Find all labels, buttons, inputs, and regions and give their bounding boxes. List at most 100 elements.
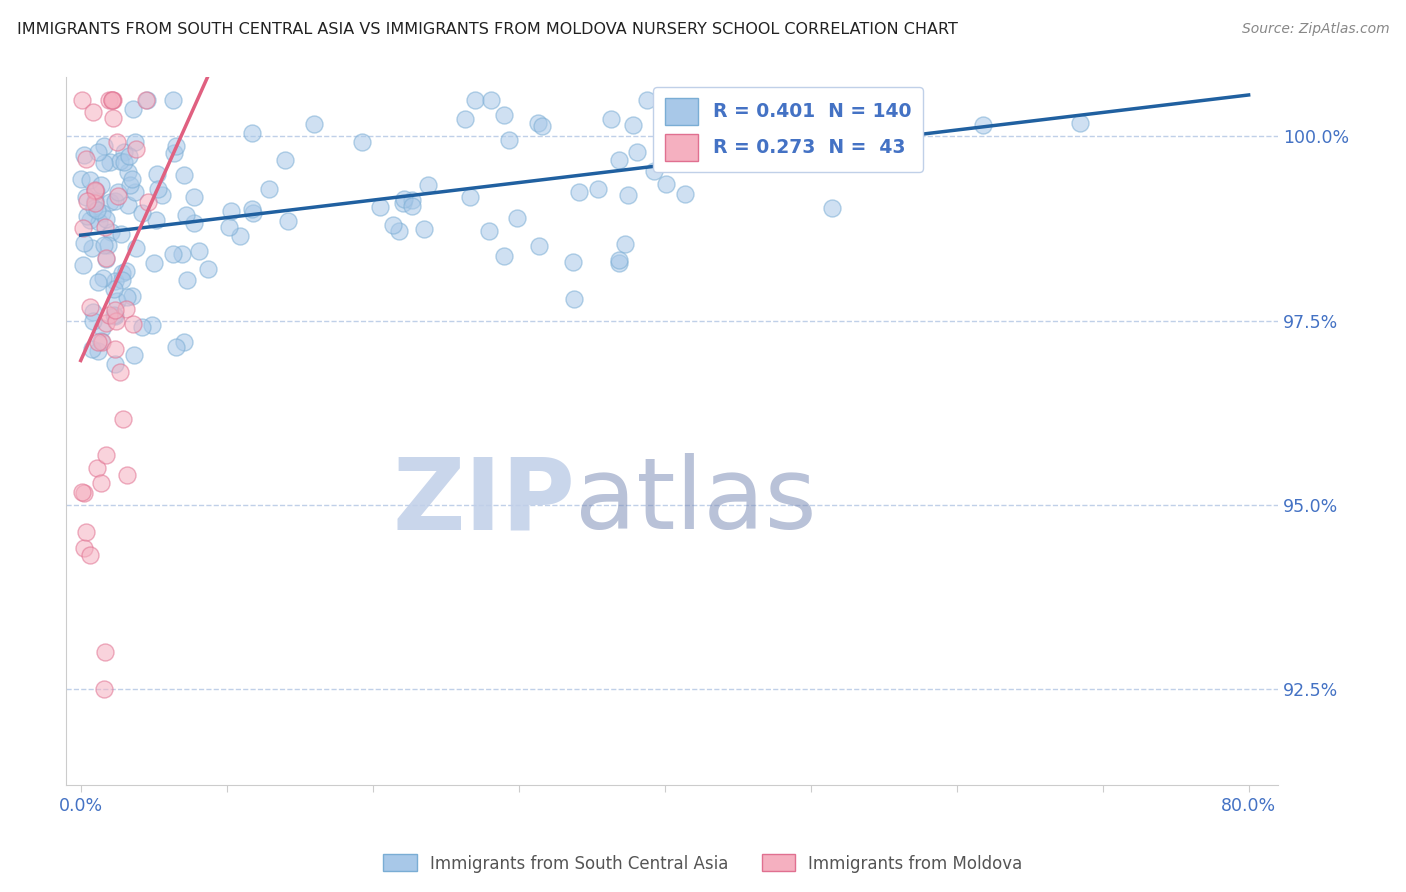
Point: [145, 213, 167, 227]
Point: [561, 255, 583, 269]
Point: [84, 194, 107, 208]
Point: [86, 184, 108, 198]
Point: [368, 200, 391, 214]
Point: [73, 541, 96, 556]
Point: [586, 182, 609, 196]
Point: [162, 247, 184, 261]
Point: [105, 294, 128, 309]
Point: [131, 320, 153, 334]
Point: [79, 173, 101, 187]
Point: [711, 120, 734, 135]
Point: [112, 145, 135, 159]
Point: [86, 202, 108, 217]
Point: [124, 142, 146, 156]
Point: [562, 293, 585, 307]
Point: [114, 301, 136, 316]
Point: [498, 133, 520, 147]
Point: [117, 165, 139, 179]
Point: [401, 193, 423, 207]
Point: [673, 186, 696, 201]
Point: [79, 213, 101, 227]
Point: [124, 135, 146, 149]
Point: [101, 111, 124, 125]
Point: [124, 185, 146, 199]
Point: [91, 270, 114, 285]
Point: [176, 273, 198, 287]
Point: [98, 93, 121, 107]
Point: [70, 93, 93, 107]
Point: [97, 308, 120, 322]
Point: [617, 188, 640, 202]
Point: [107, 186, 129, 200]
Point: [100, 225, 122, 239]
Point: [70, 172, 93, 186]
Point: [242, 126, 264, 140]
Point: [492, 249, 515, 263]
Point: [94, 219, 117, 234]
Point: [527, 116, 550, 130]
Point: [93, 237, 115, 252]
Point: [101, 93, 124, 107]
Point: [122, 348, 145, 362]
Point: [173, 168, 195, 182]
Point: [96, 316, 118, 330]
Point: [118, 149, 141, 163]
Point: [93, 155, 115, 169]
Point: [464, 93, 486, 107]
Legend: Immigrants from South Central Asia, Immigrants from Moldova: Immigrants from South Central Asia, Immi…: [377, 847, 1029, 880]
Point: [121, 289, 143, 303]
Point: [72, 221, 94, 235]
Point: [90, 475, 112, 490]
Point: [392, 192, 415, 206]
Point: [131, 206, 153, 220]
Point: [73, 148, 96, 162]
Point: [678, 121, 700, 136]
Point: [75, 189, 97, 203]
Point: [94, 448, 117, 462]
Point: [75, 152, 97, 166]
Point: [506, 211, 529, 225]
Point: [643, 163, 665, 178]
Point: [219, 203, 242, 218]
Point: [115, 289, 138, 303]
Point: [117, 468, 139, 483]
Text: IMMIGRANTS FROM SOUTH CENTRAL ASIA VS IMMIGRANTS FROM MOLDOVA NURSERY SCHOOL COR: IMMIGRANTS FROM SOUTH CENTRAL ASIA VS IM…: [17, 22, 957, 37]
Point: [94, 645, 117, 659]
Point: [626, 145, 648, 160]
Point: [121, 172, 143, 186]
Point: [972, 118, 994, 132]
Point: [277, 214, 299, 228]
Point: [302, 117, 325, 131]
Text: Source: ZipAtlas.com: Source: ZipAtlas.com: [1241, 22, 1389, 37]
Point: [104, 342, 127, 356]
Point: [138, 194, 160, 209]
Point: [197, 262, 219, 277]
Point: [94, 251, 117, 265]
Point: [162, 93, 184, 107]
Point: [382, 218, 405, 232]
Point: [607, 253, 630, 268]
Point: [388, 224, 411, 238]
Point: [75, 524, 97, 539]
Point: [93, 139, 115, 153]
Point: [478, 224, 501, 238]
Point: [72, 485, 94, 500]
Point: [104, 313, 127, 327]
Point: [1069, 116, 1091, 130]
Point: [125, 241, 148, 255]
Point: [821, 201, 844, 215]
Point: [117, 198, 139, 212]
Point: [110, 365, 132, 379]
Point: [172, 246, 194, 260]
Point: [150, 187, 173, 202]
Point: [98, 195, 121, 210]
Point: [257, 182, 280, 196]
Point: [599, 112, 621, 127]
Point: [83, 183, 105, 197]
Point: [84, 184, 107, 198]
Point: [100, 93, 122, 107]
Point: [86, 145, 108, 159]
Point: [94, 252, 117, 267]
Point: [735, 102, 758, 116]
Point: [94, 212, 117, 227]
